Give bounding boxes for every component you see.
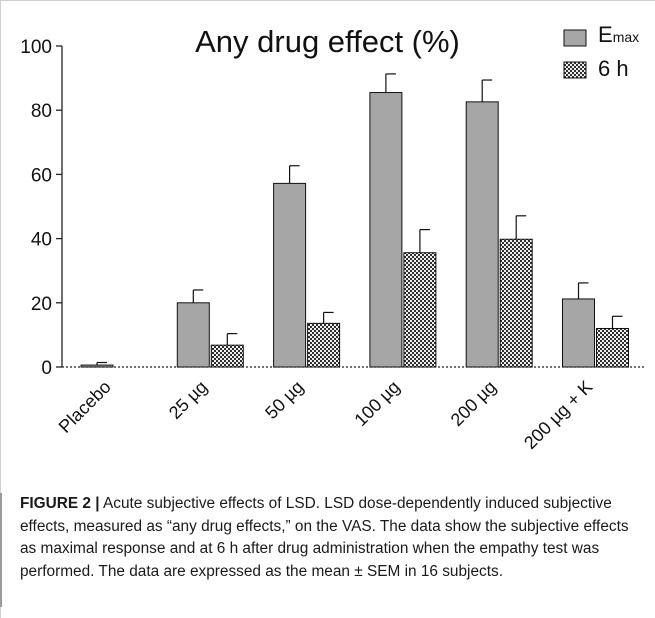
x-tick-label: 50 µg bbox=[261, 377, 307, 423]
x-tick-label: 100 µg bbox=[350, 377, 403, 430]
bar bbox=[562, 298, 595, 368]
bar bbox=[369, 92, 403, 368]
bar bbox=[499, 238, 533, 368]
bar-chart: 0 20 40 60 80 100 Placebo 25 µg 50 µg 100 µg 200 … bbox=[20, 37, 644, 453]
left-rule bbox=[0, 0, 1, 618]
x-tick-label: 200 µg + K bbox=[520, 377, 596, 453]
legend-label-6h: 6 h bbox=[598, 56, 629, 81]
bar bbox=[307, 322, 341, 368]
y-tick-label: 80 bbox=[31, 101, 52, 122]
bar bbox=[465, 101, 499, 368]
chart-title: Any drug effect (%) bbox=[195, 24, 460, 59]
caption-label: FIGURE 2 | bbox=[20, 495, 100, 512]
bar bbox=[403, 252, 437, 368]
y-tick-label: 60 bbox=[31, 165, 52, 186]
caption-bar bbox=[0, 493, 2, 607]
bar bbox=[210, 344, 244, 368]
bar bbox=[596, 327, 629, 368]
legend-swatch-emax bbox=[563, 29, 587, 47]
y-tick-label: 100 bbox=[20, 37, 52, 58]
y-tick-label: 40 bbox=[31, 230, 52, 251]
bar bbox=[80, 364, 114, 368]
bar bbox=[273, 182, 307, 368]
caption-body: Acute subjective effects of LSD. LSD dos… bbox=[20, 495, 629, 580]
figure-caption: FIGURE 2 | Acute subjective effects of L… bbox=[0, 493, 655, 607]
y-tick-label: 20 bbox=[31, 294, 52, 315]
legend-swatches bbox=[563, 29, 587, 79]
legend-label-emax: Emax bbox=[598, 22, 640, 47]
x-tick-label: 25 µg bbox=[165, 377, 211, 423]
top-rule bbox=[0, 0, 655, 1]
x-tick-label: Placebo bbox=[55, 377, 115, 437]
x-tick-label: 200 µg bbox=[447, 377, 500, 430]
y-tick-label: 0 bbox=[41, 358, 52, 379]
legend-swatch-6h bbox=[563, 61, 587, 79]
caption-text: FIGURE 2 | Acute subjective effects of L… bbox=[20, 493, 645, 583]
bar bbox=[176, 302, 210, 368]
